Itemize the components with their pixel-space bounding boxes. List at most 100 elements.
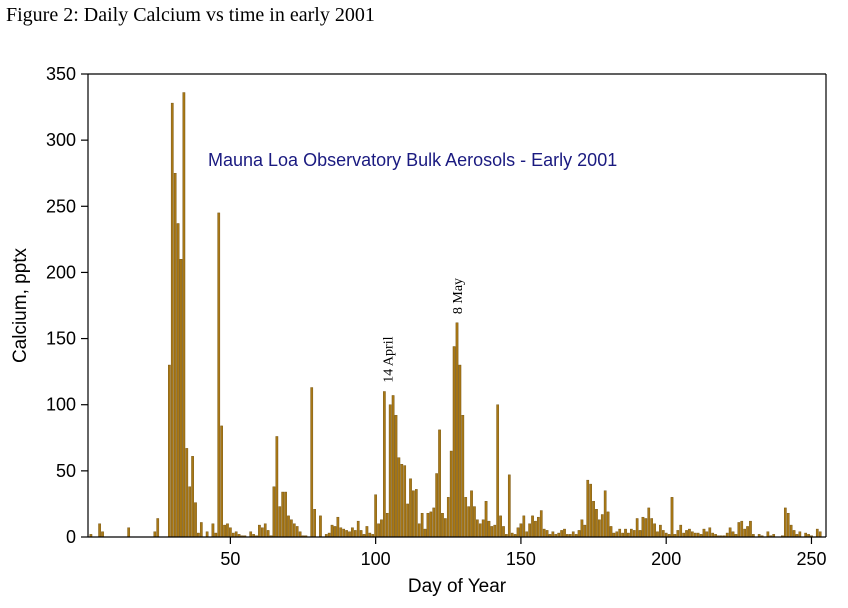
bar bbox=[624, 528, 627, 538]
bar bbox=[539, 510, 543, 538]
bar bbox=[287, 515, 290, 538]
bar bbox=[199, 522, 203, 538]
bar bbox=[400, 464, 404, 538]
annotation-label: 8 May bbox=[451, 278, 466, 314]
bar bbox=[731, 531, 735, 538]
chart-title: Mauna Loa Observatory Bulk Aerosols - Ea… bbox=[208, 150, 617, 170]
bar bbox=[153, 531, 157, 538]
bar bbox=[220, 425, 223, 538]
bar bbox=[170, 102, 174, 538]
bar bbox=[380, 519, 383, 538]
bar bbox=[461, 415, 465, 538]
bar bbox=[542, 528, 546, 538]
bar bbox=[560, 530, 563, 538]
bar bbox=[426, 512, 430, 538]
bar bbox=[661, 530, 665, 538]
bar bbox=[537, 516, 540, 538]
bar bbox=[490, 526, 494, 538]
bar bbox=[234, 531, 238, 538]
bar bbox=[272, 486, 276, 538]
bar bbox=[592, 501, 595, 538]
bar bbox=[356, 520, 360, 538]
bar bbox=[659, 524, 662, 538]
bar bbox=[229, 527, 232, 538]
bar bbox=[414, 489, 418, 538]
bar bbox=[319, 515, 322, 538]
bar bbox=[688, 528, 691, 538]
x-ticks: 50 100 150 200 250 bbox=[220, 537, 826, 569]
y-ticks: 0 50 100 150 200 250 300 350 bbox=[46, 64, 88, 547]
bar bbox=[818, 531, 822, 538]
bar bbox=[441, 512, 444, 538]
bar bbox=[676, 530, 680, 538]
bar bbox=[670, 497, 674, 538]
y-tick-label: 250 bbox=[46, 196, 76, 216]
bar bbox=[258, 524, 261, 538]
bar bbox=[792, 530, 796, 538]
bar bbox=[786, 512, 790, 538]
bar bbox=[173, 173, 177, 538]
bar bbox=[449, 450, 453, 538]
bar bbox=[749, 520, 752, 538]
bar bbox=[458, 364, 462, 538]
bar bbox=[194, 502, 197, 538]
bar bbox=[493, 524, 497, 538]
bar bbox=[476, 519, 479, 538]
bar bbox=[496, 404, 500, 538]
figure-caption: Figure 2: Daily Calcium vs time in early… bbox=[6, 4, 375, 26]
bar bbox=[632, 530, 636, 538]
bar bbox=[580, 519, 584, 538]
bar bbox=[647, 507, 651, 538]
bar bbox=[388, 404, 392, 538]
bar bbox=[365, 526, 369, 538]
bar bbox=[261, 527, 264, 538]
bar bbox=[563, 528, 566, 538]
bar bbox=[223, 524, 226, 538]
bar bbox=[394, 415, 398, 538]
bar bbox=[438, 429, 441, 538]
bar bbox=[603, 490, 607, 538]
bar bbox=[409, 478, 412, 538]
bar bbox=[156, 518, 160, 538]
bar bbox=[249, 531, 253, 538]
bar bbox=[275, 436, 279, 538]
bar bbox=[412, 490, 415, 538]
bar bbox=[815, 528, 819, 538]
bar bbox=[397, 457, 401, 538]
bar bbox=[653, 523, 656, 538]
bar bbox=[345, 530, 348, 538]
bar bbox=[478, 523, 482, 538]
bar bbox=[127, 527, 131, 538]
bar bbox=[551, 531, 555, 538]
bar bbox=[339, 527, 343, 538]
bar bbox=[615, 531, 619, 538]
bar bbox=[98, 523, 101, 538]
bar bbox=[452, 346, 456, 538]
bar bbox=[609, 526, 613, 538]
bar bbox=[266, 530, 270, 538]
bar bbox=[650, 518, 654, 538]
bar bbox=[351, 527, 354, 538]
bar bbox=[385, 512, 389, 538]
bar bbox=[292, 523, 296, 538]
bar bbox=[525, 531, 529, 538]
y-tick-label: 0 bbox=[66, 527, 76, 547]
bar bbox=[638, 530, 642, 538]
bar bbox=[179, 259, 183, 538]
bar bbox=[595, 509, 598, 538]
y-tick-label: 350 bbox=[46, 64, 76, 84]
bar bbox=[359, 530, 363, 538]
bar bbox=[679, 524, 683, 538]
bar bbox=[467, 506, 470, 538]
bar bbox=[618, 528, 622, 538]
bar bbox=[101, 531, 104, 538]
bar bbox=[598, 519, 601, 538]
x-tick-label: 200 bbox=[651, 549, 681, 569]
bar bbox=[691, 531, 694, 538]
bar bbox=[641, 516, 645, 538]
bar bbox=[740, 520, 744, 538]
bar bbox=[583, 524, 587, 538]
bar bbox=[470, 490, 473, 538]
bar bbox=[473, 506, 476, 538]
